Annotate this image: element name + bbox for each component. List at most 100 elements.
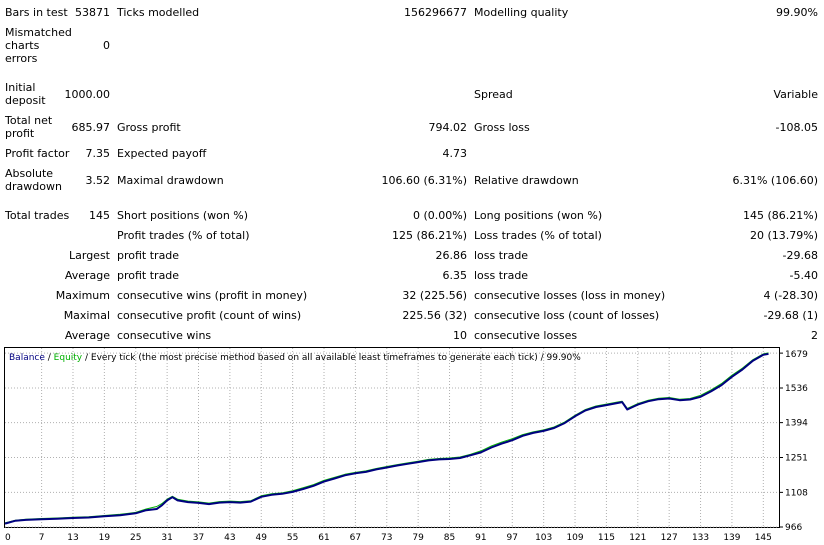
- spread-value: Variable: [773, 88, 818, 101]
- x-tick-label: 145: [755, 533, 772, 543]
- average-label: Average: [64, 269, 110, 282]
- chart-legend: Balance / Equity / Every tick (the most …: [9, 353, 581, 363]
- legend-balance: Balance: [9, 353, 45, 363]
- pf-value: 7.35: [85, 147, 111, 160]
- largest-loss-value: -29.68: [782, 249, 818, 262]
- x-tick-label: 109: [566, 533, 583, 543]
- absdd-label-1: Absolute: [5, 167, 54, 180]
- bars-label: Bars in test: [5, 6, 68, 19]
- profit-trades-label: Profit trades (% of total): [117, 229, 250, 242]
- pf-label: Profit factor: [5, 147, 70, 160]
- x-tick-label: 85: [444, 533, 455, 543]
- avg-wins-value: 10: [453, 329, 467, 342]
- max-losses-label: consecutive losses (loss in money): [474, 289, 666, 302]
- y-tick-labels: 1679 1536 1394 1251 1108 966: [779, 350, 808, 533]
- balance-line: [4, 352, 769, 525]
- total-trades-value: 145: [89, 209, 110, 222]
- test-report: Bars in test 53871 Ticks modelled 156296…: [5, 6, 818, 342]
- average-loss-value: -5.40: [789, 269, 818, 282]
- absdd-label-2: drawdown: [5, 180, 62, 193]
- x-tick-label: 139: [723, 533, 740, 543]
- x-tick-labels: 0 7 13 19 25 31 37 43 49 55 61 67 73 79 85 91 97 103 109 11…: [5, 533, 772, 543]
- x-tick-label: 79: [412, 533, 424, 543]
- balance-chart-svg: Balance / Equity / Every tick (the most …: [4, 347, 808, 543]
- y-tick-label: 966: [785, 523, 802, 533]
- x-tick-label: 7: [39, 533, 45, 543]
- x-tick-label: 13: [67, 533, 78, 543]
- grossprofit-value: 794.02: [428, 121, 468, 134]
- average-profit-value: 6.35: [442, 269, 468, 282]
- short-label: Short positions (won %): [117, 209, 249, 222]
- legend-equity: Equity: [54, 353, 83, 363]
- loss-trades-label: Loss trades (% of total): [474, 229, 602, 242]
- y-tick-label: 1108: [785, 488, 808, 498]
- mismatch-label-3: errors: [5, 52, 38, 65]
- y-tick-label: 1536: [785, 384, 808, 394]
- maximal-profit-label: consecutive profit (count of wins): [117, 309, 302, 322]
- long-label: Long positions (won %): [474, 209, 603, 222]
- grid-horizontal: [5, 352, 779, 528]
- x-tick-label: 115: [598, 533, 615, 543]
- reldd-label: Relative drawdown: [474, 174, 579, 187]
- x-tick-label: 127: [661, 533, 678, 543]
- x-tick-label: 49: [256, 533, 268, 543]
- y-tick-label: 1679: [785, 350, 808, 360]
- avg-wins-label: consecutive wins: [117, 329, 212, 342]
- maximal-label: Maximal: [63, 309, 110, 322]
- x-tick-label: 25: [130, 533, 141, 543]
- average-loss-label: loss trade: [474, 269, 529, 282]
- y-tick-label: 1251: [785, 453, 808, 463]
- bars-value: 53871: [75, 6, 110, 19]
- avg-losses-value: 2: [811, 329, 818, 342]
- payoff-value: 4.73: [442, 147, 468, 160]
- x-tick-label: 61: [318, 533, 329, 543]
- series-group: [4, 352, 769, 525]
- max-losses-value: 4 (-28.30): [763, 289, 818, 302]
- x-tick-label: 97: [507, 533, 518, 543]
- grossloss-value: -108.05: [775, 121, 818, 134]
- mismatch-value: 0: [103, 39, 110, 52]
- x-tick-label: 37: [193, 533, 204, 543]
- balance-chart: Balance / Equity / Every tick (the most …: [4, 347, 822, 543]
- reldd-value: 6.31% (106.60): [732, 174, 818, 187]
- x-tick-label: 43: [224, 533, 235, 543]
- plot-frame: [4, 347, 780, 528]
- deposit-label-2: deposit: [5, 94, 46, 107]
- legend-description: / Every tick (the most precise method ba…: [82, 353, 581, 363]
- average-consecutive-label: Average: [64, 329, 110, 342]
- netprofit-label-1: Total net: [5, 114, 53, 127]
- maximal-loss-value: -29.68 (1): [763, 309, 818, 322]
- short-value: 0 (0.00%): [412, 209, 467, 222]
- ticks-value: 156296677: [404, 6, 467, 19]
- quality-label: Modelling quality: [474, 6, 569, 19]
- x-tick-label: 73: [381, 533, 392, 543]
- maxdd-label: Maximal drawdown: [117, 174, 224, 187]
- x-tick-label: 67: [350, 533, 361, 543]
- x-tick-label: 103: [535, 533, 552, 543]
- largest-profit-value: 26.86: [435, 249, 468, 262]
- mismatch-label-2: charts: [5, 39, 40, 52]
- x-tick-label: 91: [475, 533, 486, 543]
- profit-trades-value: 125 (86.21%): [391, 229, 467, 242]
- x-tick-label: 31: [161, 533, 172, 543]
- spread-label: Spread: [474, 88, 513, 101]
- netprofit-value: 685.97: [71, 121, 111, 134]
- ticks-label: Ticks modelled: [117, 6, 200, 19]
- average-profit-label: profit trade: [117, 269, 180, 282]
- total-trades-label: Total trades: [5, 209, 70, 222]
- deposit-label-1: Initial: [5, 81, 36, 94]
- x-tick-label: 121: [629, 533, 646, 543]
- x-tick-label: 133: [692, 533, 709, 543]
- y-tick-label: 1394: [785, 419, 808, 429]
- grossloss-label: Gross loss: [474, 121, 530, 134]
- x-tick-label: 0: [5, 533, 11, 543]
- largest-label: Largest: [69, 249, 110, 262]
- maxdd-value: 106.60 (6.31%): [381, 174, 467, 187]
- loss-trades-value: 20 (13.79%): [749, 229, 818, 242]
- quality-value: 99.90%: [776, 6, 818, 19]
- maximal-loss-label: consecutive loss (count of losses): [474, 309, 660, 322]
- deposit-value: 1000.00: [64, 88, 111, 101]
- largest-profit-label: profit trade: [117, 249, 180, 262]
- max-wins-label: consecutive wins (profit in money): [117, 289, 308, 302]
- mismatch-label-1: Mismatched: [5, 26, 72, 39]
